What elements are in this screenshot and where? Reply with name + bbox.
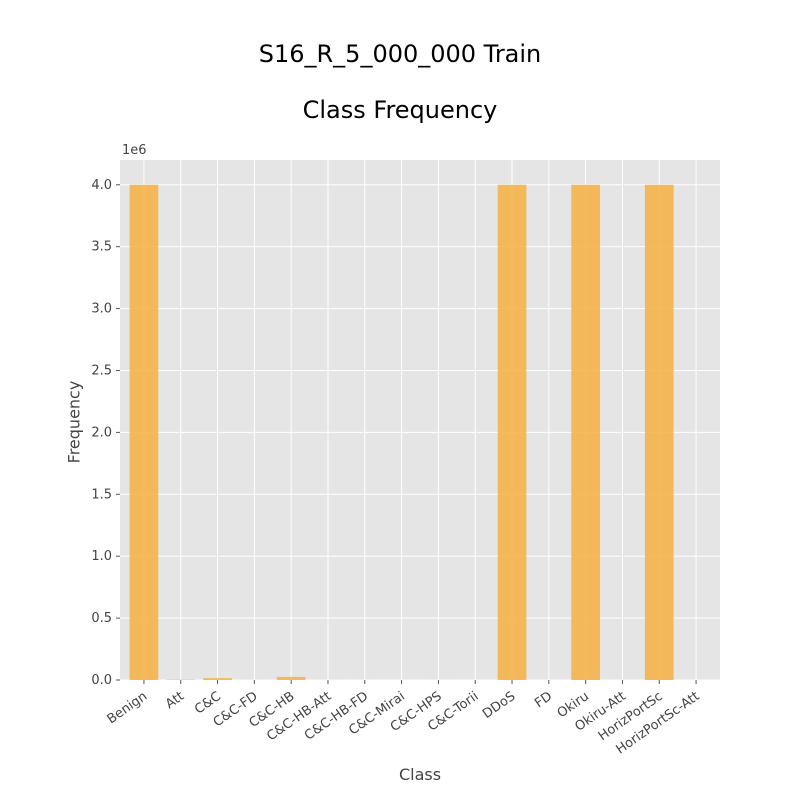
bar-c-c-hb bbox=[276, 676, 306, 680]
x-axis-label: Class bbox=[398, 765, 442, 784]
y-tick-label: 4.0 bbox=[91, 178, 112, 193]
bar-c-c bbox=[203, 678, 232, 680]
y-tick-label: 2.0 bbox=[91, 425, 112, 440]
chart-subtitle: Class Frequency bbox=[302, 96, 498, 124]
plot-background bbox=[120, 160, 720, 680]
x-tick-label: Att bbox=[163, 689, 187, 712]
x-tick-label: DDoS bbox=[480, 689, 518, 722]
y-axis-exponent-label: 1e6 bbox=[122, 143, 147, 158]
y-tick-label: 1.0 bbox=[91, 549, 112, 564]
bar-okiru bbox=[571, 184, 600, 680]
bar-benign bbox=[129, 184, 159, 680]
y-tick-label: 3.5 bbox=[91, 240, 112, 255]
chart-title: S16_R_5_000_000 Train bbox=[258, 40, 542, 68]
y-tick-label: 1.5 bbox=[91, 487, 112, 502]
y-tick-label: 3.0 bbox=[91, 302, 112, 317]
y-tick-label: 0.0 bbox=[91, 673, 112, 688]
bar-horizportsc bbox=[644, 184, 674, 680]
bar-ddos bbox=[497, 184, 527, 680]
x-tick-label: FD bbox=[532, 689, 555, 711]
y-tick-label: 2.5 bbox=[91, 363, 112, 378]
y-tick-label: 0.5 bbox=[91, 611, 112, 626]
x-tick-label: Benign bbox=[105, 689, 151, 727]
